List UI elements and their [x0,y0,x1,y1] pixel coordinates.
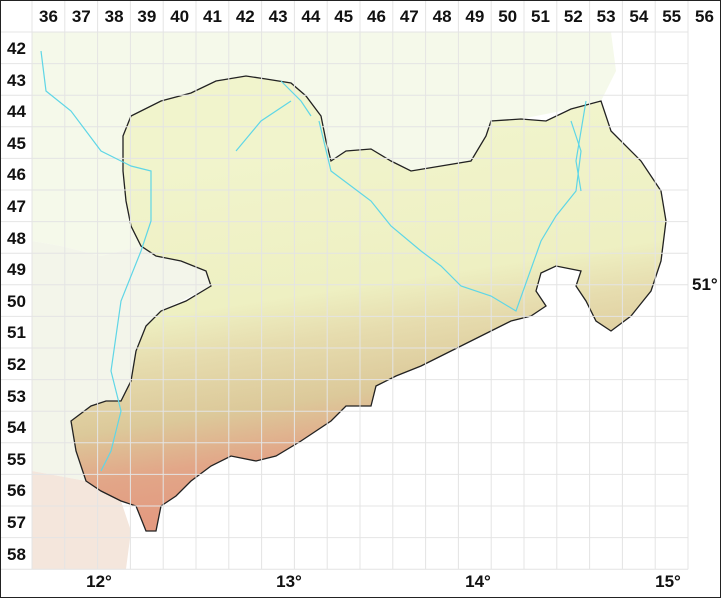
rivers [40,50,587,472]
grid-column-label: 39 [137,7,157,26]
surrounding-region [32,32,616,256]
grid-column-label: 55 [662,7,682,26]
grid-row-label: 54 [7,418,26,438]
grid-row-label: 52 [7,355,26,374]
longitude-label: 15° [655,572,681,591]
western-region [32,241,211,481]
grid-column-label: 41 [203,7,222,26]
grid-row-label: 51 [7,323,26,343]
grid-row-label: 46 [7,165,26,185]
grid-column-label: 47 [399,7,419,26]
grid-row-label: 58 [7,544,26,564]
grid-column-label: 36 [39,7,58,26]
grid-column-label: 50 [498,7,518,26]
grid-column-label: 46 [367,7,386,26]
grid-row-label: 49 [7,260,26,280]
grid-column-label: 54 [629,7,649,26]
grid-column-label: 37 [71,7,91,26]
grid-row-label: 55 [7,449,26,469]
southwest-region [32,471,131,569]
grid-column-label: 42 [235,7,255,26]
river-neisse [575,100,587,192]
grid-row-label: 53 [7,386,26,406]
grid-row-label: 45 [7,133,26,153]
river-elbe [318,120,582,312]
grid-column-label: 48 [432,7,452,26]
grid-row-label: 50 [7,291,26,311]
grid-row-label: 42 [7,39,26,58]
grid-column-label: 56 [695,7,714,26]
grid-column-label: 49 [465,7,485,26]
grid-column-label: 45 [334,7,354,26]
grid-column-label: 38 [104,7,124,26]
grid-column-label: 43 [268,7,288,26]
grid-row-label: 44 [7,102,26,122]
longitude-label: 14° [465,572,491,591]
grid-row-label: 48 [7,228,26,248]
grid-lines [1,1,689,570]
river-mulde [235,80,312,152]
grid-column-label: 44 [301,7,321,26]
grid-column-label: 40 [170,7,190,26]
longitude-label: 13° [276,572,302,591]
grid-row-label: 47 [7,197,26,216]
grid-column-label: 51 [531,7,550,26]
grid-row-label: 56 [7,481,26,501]
longitude-label: 12° [86,572,112,591]
grid-row-label: 43 [7,70,26,90]
grid-column-label: 52 [563,7,583,26]
latitude-label: 51° [692,275,718,294]
grid-column-label: 53 [596,7,616,26]
river-weisse-elster [40,50,152,472]
grid-row-label: 57 [7,513,26,532]
